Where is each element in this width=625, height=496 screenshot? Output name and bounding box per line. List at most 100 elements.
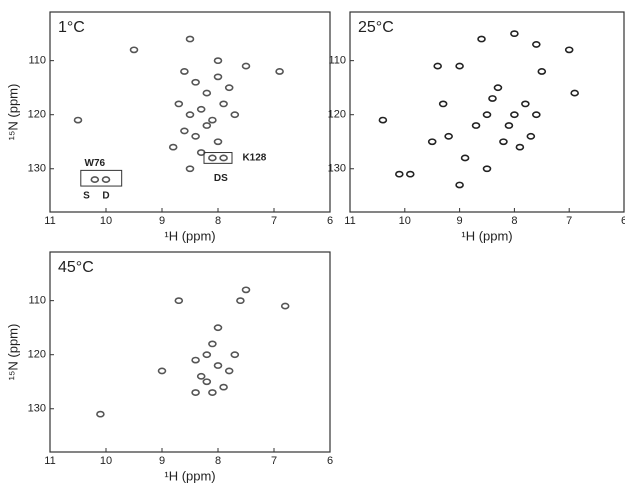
- peak: [213, 324, 223, 332]
- x-tick-label: 10: [100, 455, 112, 467]
- peak: [101, 176, 111, 183]
- peak: [180, 68, 189, 75]
- peak: [241, 286, 251, 294]
- peak: [460, 154, 470, 162]
- peak: [213, 362, 223, 369]
- peak: [224, 84, 234, 92]
- peak: [230, 111, 240, 119]
- x-tick-label: 10: [399, 215, 411, 227]
- peak: [185, 111, 195, 119]
- x-axis-label: ¹H (ppm): [164, 468, 215, 483]
- peak: [219, 383, 228, 391]
- plot-frame: [49, 11, 331, 213]
- peak: [219, 154, 228, 162]
- peak: [185, 165, 195, 173]
- peak: [510, 30, 519, 38]
- peak: [241, 62, 251, 70]
- peak: [532, 111, 541, 119]
- peak: [488, 95, 497, 102]
- y-tick-label: 110: [328, 55, 346, 67]
- peak: [378, 116, 388, 124]
- peak: [510, 111, 519, 119]
- annotation: W76: [85, 158, 106, 169]
- peak: [208, 154, 217, 162]
- x-tick-label: 8: [215, 455, 221, 467]
- peak: [202, 122, 212, 129]
- peak: [455, 62, 464, 70]
- peak: [202, 351, 212, 359]
- x-tick-label: 7: [271, 455, 277, 467]
- y-axis-label: ¹⁵N (ppm): [5, 84, 20, 141]
- peak: [202, 89, 212, 97]
- annotation: D: [102, 190, 109, 201]
- x-tick-label: 7: [271, 215, 277, 227]
- peak: [493, 84, 503, 92]
- peak: [90, 176, 100, 183]
- x-tick-label: 6: [621, 215, 625, 227]
- plot-frame: [49, 251, 331, 453]
- peak: [438, 100, 448, 108]
- peak: [174, 100, 184, 108]
- x-tick-label: 8: [215, 215, 221, 227]
- peak: [213, 73, 223, 81]
- peak: [482, 111, 492, 119]
- panel-title: 45°C: [58, 259, 94, 276]
- peak: [208, 116, 217, 124]
- peak: [213, 57, 223, 65]
- annotation: S: [83, 190, 90, 201]
- peak: [444, 132, 453, 140]
- y-tick-label: 130: [28, 163, 46, 175]
- x-tick-label: 8: [511, 215, 517, 227]
- peak: [427, 138, 437, 146]
- x-tick-label: 11: [344, 215, 355, 227]
- peak: [196, 105, 206, 113]
- peak: [433, 62, 442, 70]
- label-box: [80, 169, 123, 187]
- peak: [521, 100, 530, 108]
- y-tick-label: 120: [28, 349, 46, 361]
- annotation: DS: [214, 173, 228, 184]
- peak: [405, 170, 415, 178]
- peak: [202, 378, 212, 386]
- y-tick-label: 130: [28, 403, 46, 415]
- peak: [185, 35, 195, 43]
- y-axis-label: ¹⁵N (ppm): [5, 324, 20, 381]
- peak: [96, 410, 105, 418]
- peak: [477, 35, 486, 43]
- x-tick-label: 10: [100, 215, 112, 227]
- annotation: K128: [242, 153, 266, 164]
- peak: [395, 170, 404, 178]
- peak: [129, 46, 139, 54]
- peak: [213, 138, 223, 146]
- peak: [526, 132, 536, 140]
- x-tick-label: 6: [327, 215, 333, 227]
- peak: [168, 143, 178, 151]
- plot-frame: [349, 11, 625, 213]
- y-tick-label: 110: [28, 295, 46, 307]
- peak: [180, 127, 189, 135]
- peak: [537, 68, 547, 75]
- peak: [191, 78, 200, 86]
- x-tick-label: 9: [159, 215, 165, 227]
- x-tick-label: 9: [457, 215, 463, 227]
- peak: [191, 356, 200, 364]
- peak: [157, 367, 167, 375]
- peak: [499, 138, 508, 146]
- peak: [275, 68, 284, 75]
- y-tick-label: 120: [328, 109, 346, 121]
- peak: [191, 132, 200, 140]
- peak: [73, 116, 83, 124]
- peak: [280, 302, 290, 310]
- x-tick-label: 9: [159, 455, 165, 467]
- y-tick-label: 120: [28, 109, 46, 121]
- peak: [208, 340, 217, 348]
- peak: [482, 165, 492, 173]
- x-tick-label: 11: [44, 455, 55, 467]
- peak: [515, 143, 525, 151]
- label-box: [203, 152, 233, 164]
- y-tick-label: 110: [28, 55, 46, 67]
- peak: [471, 122, 481, 129]
- x-tick-label: 7: [566, 215, 572, 227]
